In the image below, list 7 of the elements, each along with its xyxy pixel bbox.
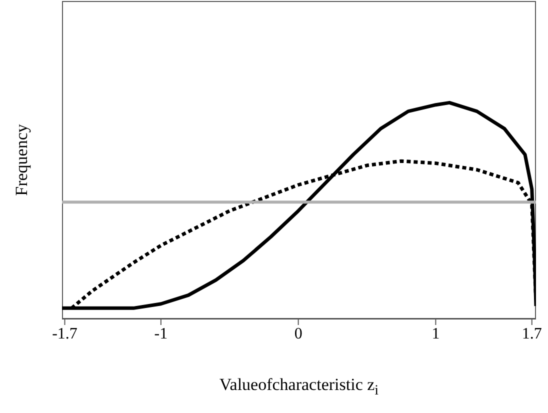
x-tick-label: 0 xyxy=(294,325,302,342)
y-axis-title: Frequency xyxy=(12,124,32,196)
x-tick-label: -1.7 xyxy=(52,325,78,342)
x-tick-label: 1 xyxy=(432,325,440,342)
x-tick-label: 1.7 xyxy=(522,325,542,342)
x-tick-label: -1 xyxy=(154,325,168,342)
x-axis-title: Valueofcharacteristic z$_{i}$ xyxy=(218,375,380,400)
